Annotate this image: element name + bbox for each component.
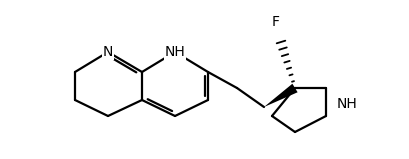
Polygon shape	[264, 84, 298, 107]
Text: N: N	[103, 45, 113, 59]
Text: NH: NH	[337, 97, 357, 111]
Text: NH: NH	[165, 45, 185, 59]
Text: F: F	[272, 15, 280, 29]
